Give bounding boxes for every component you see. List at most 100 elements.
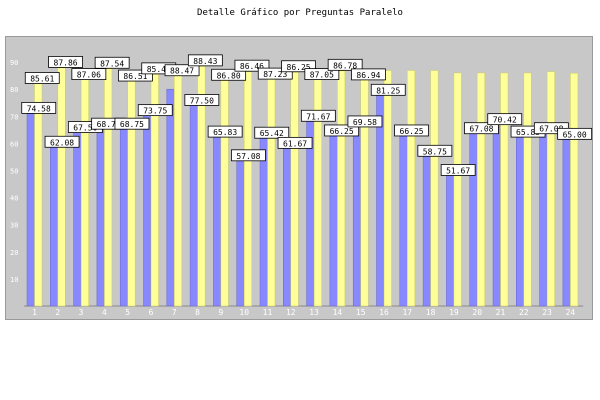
x-tick-label: 23	[542, 308, 552, 317]
data-label-series-2: 88.43	[193, 57, 217, 66]
data-label-series-1-box	[324, 124, 360, 137]
data-label-series-1-box	[114, 117, 150, 130]
bar-series-2	[290, 72, 299, 307]
data-label-series-1: 81.25	[376, 86, 400, 95]
x-tick-label: 11	[263, 308, 273, 317]
data-label-series-2: 87.06	[77, 71, 101, 80]
data-label-series-1: 74.58	[27, 104, 51, 113]
x-tick-label: 6	[149, 308, 154, 317]
bar-series-1	[422, 146, 431, 307]
bar-series-1	[213, 127, 222, 307]
x-tick-label: 9	[218, 308, 223, 317]
bar-series-2	[174, 65, 183, 307]
x-tick-label: 21	[496, 308, 506, 317]
x-tick-label: 4	[102, 308, 107, 317]
x-tick-label: 3	[79, 308, 84, 317]
data-label-series-1-box	[184, 94, 220, 106]
data-label-series-1-box	[231, 149, 266, 162]
bar-series-2	[383, 70, 392, 307]
data-label-series-1: 66.25	[400, 127, 424, 136]
data-label-series-1: 66.25	[330, 127, 354, 136]
data-label-series-1-box	[464, 122, 499, 135]
y-tick-label: 20	[10, 249, 18, 257]
bar-series-1	[283, 138, 292, 307]
data-label-series-2-box	[327, 58, 363, 71]
bar-series-2	[104, 68, 113, 307]
bar-series-1	[329, 126, 338, 307]
x-tick-label: 12	[286, 308, 296, 317]
data-label-series-1: 65.83	[516, 128, 540, 137]
data-label-series-1-box	[300, 109, 336, 122]
bar-series-1	[399, 126, 408, 307]
x-tick-label: 8	[195, 308, 200, 317]
bar-series-2	[476, 72, 485, 307]
bar-series-1	[516, 127, 525, 307]
data-label-series-2-box	[118, 69, 153, 82]
bar-series-1	[96, 119, 105, 307]
bar-series-1	[469, 123, 478, 307]
bar-series-1	[492, 114, 501, 307]
data-label-series-2-box	[48, 55, 83, 68]
data-label-series-2-box	[94, 56, 130, 69]
bar-series-1	[352, 117, 361, 307]
bar-series-1	[26, 103, 35, 307]
data-label-series-1-box	[394, 124, 429, 137]
bar-series-1	[166, 88, 175, 307]
y-tick-label: 10	[10, 276, 18, 284]
data-label-series-2-box	[24, 72, 60, 84]
bar-series-2	[220, 70, 229, 307]
data-label-series-1: 67.08	[469, 125, 493, 134]
data-label-series-1-box	[417, 144, 453, 157]
data-label-series-1: 71.67	[306, 112, 330, 121]
bar-series-1	[143, 105, 152, 307]
data-label-series-1: 51.67	[446, 166, 470, 175]
data-label-series-2: 86.46	[240, 62, 264, 71]
data-label-series-2: 87.05	[310, 71, 334, 80]
data-label-series-2: 87.86	[54, 58, 78, 67]
bar-series-2	[267, 69, 276, 307]
data-label-series-1-box	[347, 115, 383, 128]
bar-series-2	[150, 74, 159, 307]
data-label-series-2-box	[257, 67, 293, 80]
chart-title: Detalle Gráfico por Preguntas Paralelo	[197, 8, 403, 18]
data-label-series-1-box	[207, 125, 243, 138]
data-label-series-1-box	[44, 135, 80, 148]
y-tick-label: 60	[10, 140, 18, 148]
y-tick-label: 80	[10, 86, 18, 94]
data-label-series-1: 65.83	[213, 128, 237, 137]
data-label-series-1: 70.42	[493, 116, 517, 125]
data-label-series-2: 86.94	[356, 71, 380, 80]
data-label-series-1: 67.50	[73, 124, 97, 133]
bar-series-2	[546, 71, 555, 307]
x-tick-label: 7	[172, 308, 177, 317]
bar-series-1	[119, 119, 128, 307]
data-label-series-2: 88.47	[170, 67, 194, 76]
x-tick-label: 17	[402, 308, 412, 317]
data-label-series-1-box	[277, 136, 313, 149]
bar-series-2	[453, 72, 462, 307]
x-tick-label: 14	[333, 308, 343, 317]
data-label-series-2-box	[187, 54, 223, 67]
bar-series-2	[570, 72, 579, 307]
data-label-series-1: 69.58	[353, 118, 377, 127]
x-tick-label: 2	[55, 308, 60, 317]
x-tick-label: 24	[566, 308, 576, 317]
data-label-series-2-box	[281, 60, 316, 73]
x-tick-label: 1	[32, 308, 37, 317]
data-label-series-2-box	[211, 68, 247, 81]
bar-series-1	[562, 129, 571, 307]
data-label-series-2: 87.23	[263, 70, 287, 79]
data-label-series-1: 65.42	[260, 129, 284, 138]
x-tick-label: 19	[449, 308, 459, 317]
data-label-series-1: 62.08	[50, 138, 74, 147]
data-label-series-2: 86.80	[217, 71, 241, 80]
data-label-series-2-box	[351, 68, 386, 81]
y-tick-label: 70	[10, 113, 18, 121]
bar-series-2	[80, 69, 89, 307]
y-tick-label: 40	[10, 195, 18, 203]
data-label-series-1-box	[21, 101, 57, 114]
bar-series-2	[243, 71, 252, 307]
data-label-series-1: 58.75	[423, 147, 447, 156]
data-label-series-1: 77.50	[190, 96, 214, 105]
x-tick-label: 13	[309, 308, 319, 317]
